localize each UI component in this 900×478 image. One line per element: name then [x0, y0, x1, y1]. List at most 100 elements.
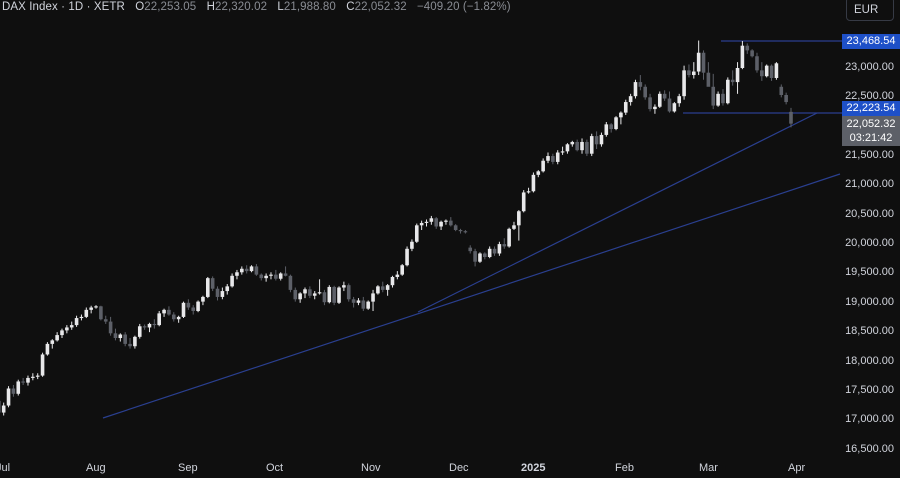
candle-body — [473, 251, 477, 262]
candle-body — [760, 70, 764, 77]
candle-body — [142, 326, 147, 328]
candle-body — [633, 82, 638, 97]
candle-body — [123, 334, 127, 344]
candle-body — [108, 321, 113, 334]
price-tick-label: 19,000.00 — [845, 295, 894, 308]
candle-body — [531, 174, 536, 192]
candle-body — [589, 136, 594, 154]
candle-body — [755, 56, 759, 71]
candle-body — [6, 388, 11, 406]
candle-body — [716, 93, 720, 106]
candle-body — [26, 377, 30, 383]
candle-body — [16, 381, 21, 394]
candle-body — [269, 274, 273, 276]
candle-body — [230, 275, 234, 287]
candle-body — [283, 273, 288, 276]
candle-body — [774, 63, 779, 78]
candle-body — [555, 152, 560, 162]
candle-body — [560, 151, 565, 153]
candle-body — [264, 275, 268, 279]
support-level-tag: 22,223.54 — [842, 101, 900, 116]
candle-body — [623, 102, 628, 113]
candle-body — [137, 326, 142, 337]
candle-body — [322, 292, 327, 303]
candle-body — [730, 79, 735, 83]
time-label-mar: Mar — [699, 462, 718, 474]
price-tick-label: 20,000.00 — [845, 237, 894, 250]
candle-body — [405, 248, 409, 266]
candle-body — [653, 106, 657, 110]
low-value: 21,988.80 — [283, 1, 336, 13]
candle-body — [507, 228, 511, 247]
resistance-level-tag: 23,468.54 — [842, 34, 900, 49]
candle-body — [385, 285, 390, 290]
candle-body — [468, 247, 473, 252]
candle-body — [789, 111, 793, 124]
high-value: 22,320.02 — [215, 1, 268, 13]
candle-body — [687, 70, 691, 76]
candle-body — [745, 45, 750, 51]
candle-body — [614, 117, 618, 130]
candle-body — [128, 343, 132, 347]
candle-body — [779, 86, 784, 96]
last-price-value: 22,052.32 — [846, 118, 896, 130]
candle-body — [74, 318, 79, 326]
candle-body — [259, 274, 264, 279]
candle-body — [395, 274, 400, 277]
price-tick-label: 16,500.00 — [845, 442, 894, 455]
candle-body — [337, 287, 341, 303]
candle-body — [371, 293, 375, 302]
high-key: H — [206, 1, 215, 13]
candle-body — [419, 222, 424, 226]
candle-body — [118, 334, 123, 339]
candle-body — [585, 141, 589, 154]
candle-body — [254, 266, 259, 275]
candle-body — [94, 306, 98, 308]
candle-body — [502, 244, 507, 247]
candle-body — [69, 325, 74, 328]
candle-body — [424, 221, 429, 223]
candle-body — [682, 70, 686, 97]
candle-body — [769, 65, 774, 78]
candle-body — [0, 400, 1, 413]
price-tick-label: 20,500.00 — [845, 207, 894, 220]
candle-body — [575, 141, 579, 151]
candle-body — [308, 289, 312, 296]
candle-body — [196, 301, 200, 312]
candle-body — [764, 65, 769, 77]
time-label-jul: Jul — [0, 462, 11, 474]
candle-body — [21, 381, 25, 383]
candle-body — [458, 230, 463, 232]
candle-body — [366, 301, 370, 309]
candle-body — [410, 241, 414, 249]
price-tick-label: 17,500.00 — [845, 383, 894, 396]
candle-body — [220, 291, 225, 297]
close-key: C — [346, 1, 355, 13]
candle-body — [696, 52, 701, 72]
currency-button[interactable]: EUR — [846, 0, 894, 21]
candle-body — [65, 327, 69, 331]
candle-body — [628, 96, 633, 103]
candle-body — [99, 306, 103, 320]
time-label-nov: Nov — [361, 462, 381, 474]
time-label-aug: Aug — [86, 462, 106, 474]
candle-body — [594, 136, 599, 145]
candle-body — [376, 286, 380, 294]
candle-body — [609, 124, 613, 130]
candle-body — [604, 124, 609, 135]
candle-body — [152, 323, 157, 326]
price-tick-label: 19,500.00 — [845, 266, 894, 279]
candle-body — [240, 268, 244, 273]
candle-body — [439, 221, 443, 227]
candle-body — [351, 299, 356, 303]
price-tick-label: 22,500.00 — [845, 90, 894, 103]
price-tick-label: 23,000.00 — [845, 61, 894, 73]
candle-body — [619, 112, 623, 118]
candle-body — [361, 300, 366, 309]
open-key: O — [135, 1, 145, 13]
candle-body — [521, 192, 526, 212]
candle-body — [278, 273, 283, 279]
candle-body — [293, 289, 298, 300]
candle-body — [113, 333, 118, 339]
